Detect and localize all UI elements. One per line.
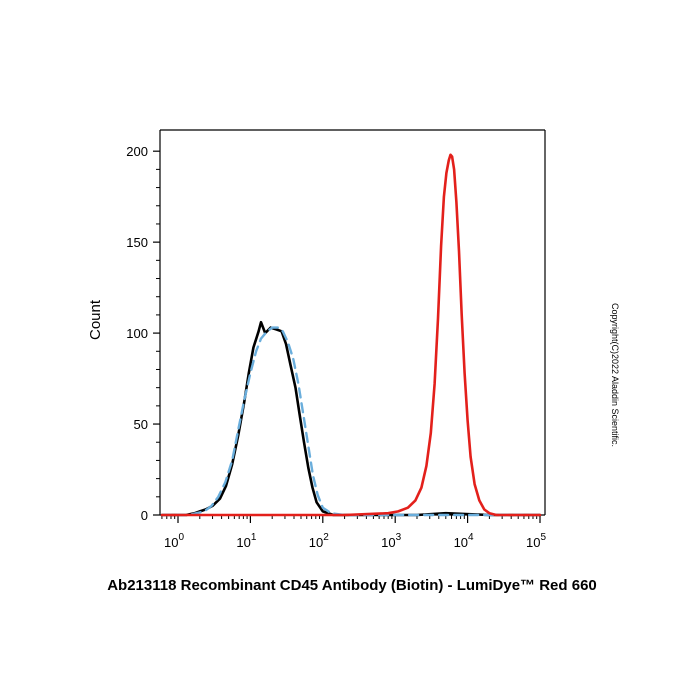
x-axis: 100 101 102 103 104 105 — [161, 515, 546, 550]
x-tick-exponent: 5 — [540, 532, 546, 543]
x-tick-exponent: 2 — [323, 532, 329, 543]
y-tick-label: 0 — [141, 508, 148, 523]
red-histogram-line — [160, 153, 542, 517]
plot-frame — [159, 129, 546, 516]
x-tick-label: 101 — [236, 532, 256, 550]
x-tick-label: 102 — [309, 532, 329, 550]
x-tick-exponent: 0 — [178, 532, 184, 543]
copyright-notice: Copyright(C)2022 Aladdin Scientific. — [610, 303, 620, 447]
x-tick-base: 10 — [164, 535, 178, 550]
x-tick-base: 10 — [236, 535, 250, 550]
x-tick-base: 10 — [309, 535, 323, 550]
x-tick-label: 100 — [164, 532, 184, 550]
x-tick-label: 103 — [381, 532, 401, 550]
blue-dashed-histogram-line — [160, 326, 542, 517]
y-tick-label: 50 — [134, 417, 148, 432]
x-tick-base: 10 — [454, 535, 468, 550]
black-histogram-line — [160, 320, 542, 517]
chart-title: Ab213118 Recombinant CD45 Antibody (Biot… — [107, 577, 597, 594]
y-tick-label: 100 — [126, 326, 148, 341]
x-tick-exponent: 3 — [396, 532, 402, 543]
y-axis: 0 50 100 150 200 — [126, 144, 160, 523]
x-tick-label: 105 — [526, 532, 546, 550]
y-tick-label: 200 — [126, 144, 148, 159]
y-axis-title: Count — [87, 299, 104, 340]
x-tick-label: 104 — [454, 532, 474, 550]
x-tick-base: 10 — [526, 535, 540, 550]
x-tick-exponent: 4 — [468, 532, 474, 543]
x-tick-exponent: 1 — [251, 532, 257, 543]
x-tick-base: 10 — [381, 535, 395, 550]
series-layer — [160, 153, 542, 517]
y-tick-label: 150 — [126, 235, 148, 250]
